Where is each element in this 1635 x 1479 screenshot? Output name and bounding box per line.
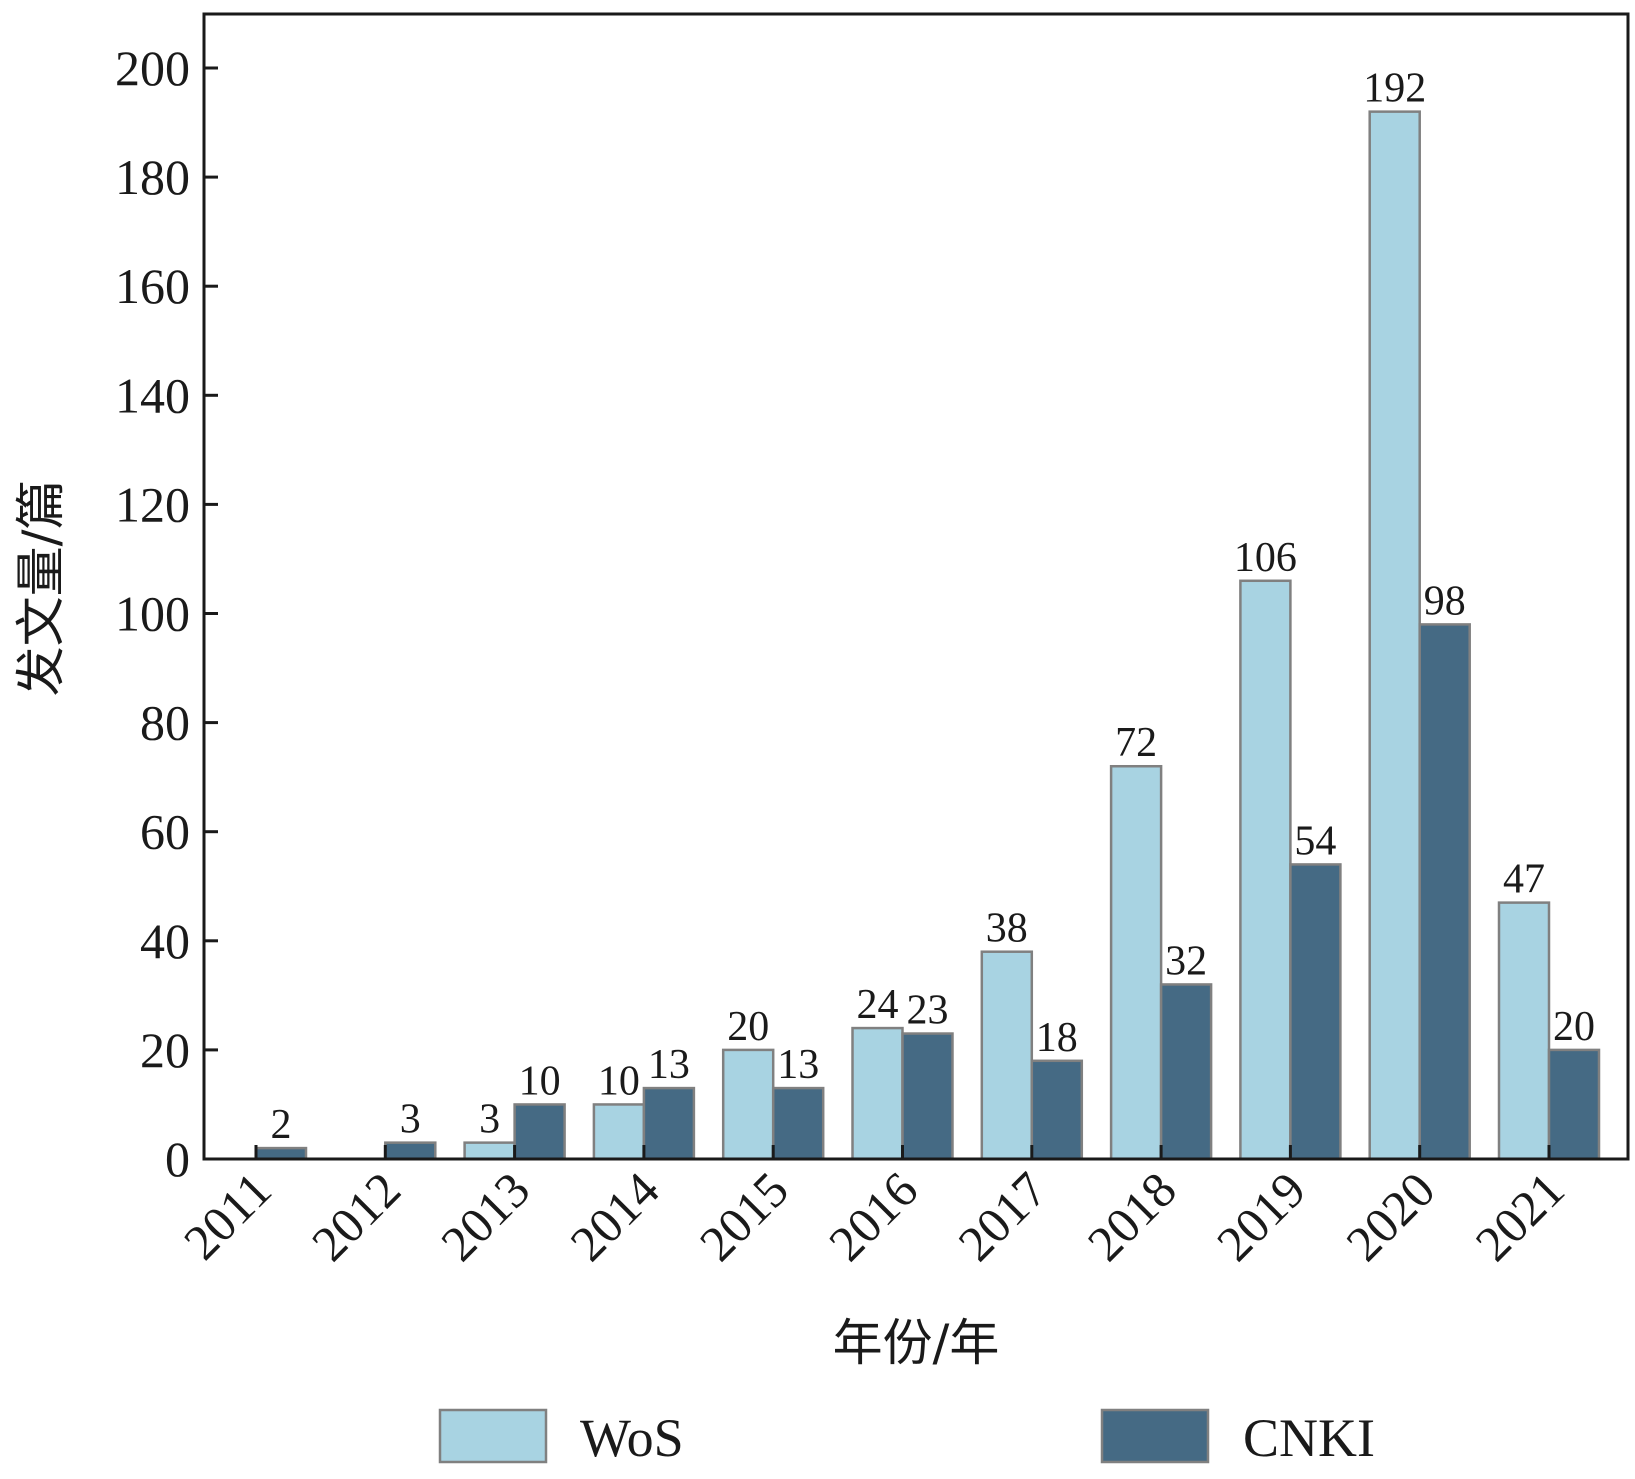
y-tick-label-160: 160 [115,258,190,314]
value-label-cnki-2017: 18 [1036,1015,1078,1061]
value-label-wos-2014: 10 [598,1058,640,1104]
legend-swatch-wos [438,1408,548,1464]
legend-label-wos: WoS [580,1408,684,1468]
y-tick-label-200: 200 [115,40,190,96]
bars-layer [254,110,1601,1161]
y-tick-label-180: 180 [115,149,190,205]
x-tick-label-2015: 2015 [689,1161,799,1271]
value-label-wos-2017: 38 [986,906,1028,952]
bar-cnki-2020 [1418,623,1471,1161]
bar-cnki-2017 [1030,1059,1084,1161]
x-axis: 2011 2012 2013 2014 2015 2016 2017 2018 2019 2020… [173,1145,1575,1271]
plot-frame [202,12,1630,1161]
value-label-cnki-2016: 23 [907,988,949,1034]
value-label-cnki-2014: 13 [648,1042,690,1088]
x-tick-label-2019: 2019 [1206,1161,1316,1271]
plot-frame-rect [202,12,1630,1161]
bar-wos-2016 [851,1026,904,1161]
legend: WoS CNKI [438,1408,1375,1468]
x-axis-title: 年份/年 [833,1314,1000,1372]
y-axis: 0 20 40 60 80 100 120 140 160 180 200 [115,40,218,1187]
value-label-cnki-2011: 2 [271,1102,292,1148]
y-tick-label-60: 60 [140,804,190,860]
value-label-wos-2019: 106 [1234,535,1297,581]
bar-cnki-2012 [384,1141,437,1161]
value-label-cnki-2021: 20 [1553,1004,1595,1050]
value-label-wos-2018: 72 [1115,720,1157,766]
legend-swatch-cnki [1100,1408,1210,1464]
y-tick-label-140: 140 [115,367,190,423]
x-tick-label-2020: 2020 [1335,1161,1445,1271]
y-tick-label-80: 80 [140,695,190,751]
x-tick-label-2017: 2017 [947,1161,1057,1271]
bar-cnki-2018 [1159,983,1213,1161]
value-label-wos-2013: 3 [479,1097,500,1143]
x-tick-label-2021: 2021 [1464,1161,1574,1271]
bar-cnki-2013 [513,1103,566,1161]
value-label-cnki-2020: 98 [1424,578,1466,624]
bar-cnki-2016 [901,1032,954,1161]
bar-wos-2019 [1239,579,1292,1161]
value-label-wos-2015: 20 [727,1004,769,1050]
y-axis-title: 发文量/篇 [12,480,70,697]
bar-wos-2018 [1109,764,1163,1161]
bar-wos-2017 [980,950,1034,1161]
bar-wos-2020 [1368,110,1421,1161]
bar-wos-2015 [721,1048,775,1161]
bar-wos-2013 [463,1141,516,1161]
x-tick-label-2014: 2014 [559,1161,669,1271]
y-tick-label-100: 100 [115,586,190,642]
y-tick-label-0: 0 [165,1131,190,1187]
bar-cnki-2021 [1547,1048,1601,1161]
legend-label-cnki: CNKI [1243,1408,1375,1468]
value-label-cnki-2019: 54 [1294,818,1336,864]
value-label-cnki-2013: 10 [519,1058,561,1104]
bar-cnki-2019 [1289,863,1342,1161]
y-tick-label-40: 40 [140,913,190,969]
bar-wos-2021 [1497,901,1551,1161]
value-label-wos-2016: 24 [857,982,899,1028]
x-tick-label-2012: 2012 [301,1161,411,1271]
value-label-cnki-2015: 13 [777,1042,819,1088]
bar-cnki-2014 [642,1086,696,1161]
bar-wos-2014 [592,1103,646,1161]
x-tick-label-2013: 2013 [430,1161,540,1271]
x-tick-label-2018: 2018 [1077,1161,1187,1271]
y-tick-label-20: 20 [140,1022,190,1078]
bar-cnki-2015 [771,1086,825,1161]
value-label-wos-2021: 47 [1503,857,1545,903]
value-label-cnki-2018: 32 [1165,938,1207,984]
x-tick-label-2016: 2016 [818,1161,928,1271]
value-label-wos-2020: 192 [1363,66,1426,112]
bar-cnki-2011 [254,1146,308,1161]
value-label-cnki-2012: 3 [400,1097,421,1143]
y-tick-label-120: 120 [115,476,190,532]
